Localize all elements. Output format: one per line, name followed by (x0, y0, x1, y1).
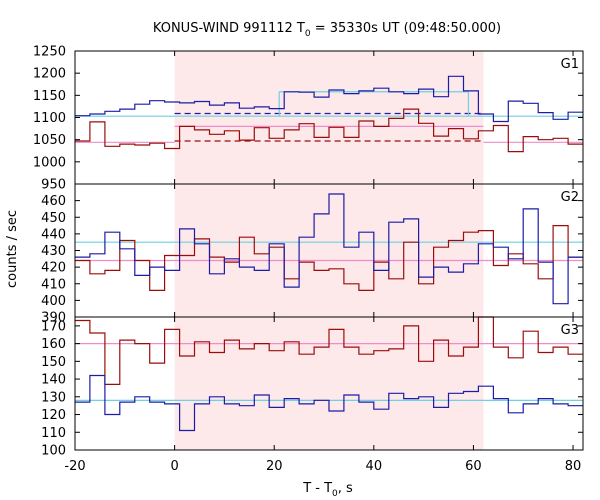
panel-g3-blue-series (75, 374, 583, 432)
panel-g1-red-series (75, 108, 583, 153)
panel-g1-label: G1 (561, 57, 579, 72)
panel-g1-ytick-label-5: 1200 (33, 67, 66, 82)
xtick-label-5: 80 (565, 459, 582, 474)
panel-g3-label: G3 (561, 323, 579, 338)
panel-g1-ytick-label-0: 950 (41, 178, 66, 193)
shaded-interval-layer (174, 51, 484, 450)
panel-g3-frame (74, 316, 584, 451)
panel-g2-ytick-label-2: 410 (41, 277, 66, 292)
xtick-label-2: 20 (266, 459, 283, 474)
panel-g1-ytick-label-2: 1050 (33, 133, 66, 148)
panel-g3-ytick-label-7: 170 (41, 319, 66, 334)
panel-g2-ytick-label-7: 460 (41, 194, 66, 209)
chart-title: KONUS-WIND 991112 T0 = 35330s UT (09:48:… (153, 21, 501, 39)
panel-g3-ytick-label-6: 160 (41, 337, 66, 352)
panel-g3-red-series (75, 316, 583, 385)
panel-g3-ytick-label-2: 120 (41, 408, 66, 423)
panel-g1-ytick-label-4: 1150 (33, 89, 66, 104)
panel-g3-ytick-label-3: 130 (41, 390, 66, 405)
panel-g2-ytick-label-5: 440 (41, 227, 66, 242)
panel-g1-blue-series (75, 75, 583, 123)
xtick-label-4: 60 (465, 459, 482, 474)
panel-g2-ytick-label-3: 420 (41, 261, 66, 276)
panel-g1-ytick-label-6: 1250 (33, 45, 66, 60)
ticks-layer: 950100010501100115012001250G139040041042… (33, 45, 583, 474)
panel-g3-ytick-label-4: 140 (41, 373, 66, 388)
panel-g2-blue-series (75, 193, 583, 305)
panel-g1-ytick-label-1: 1000 (33, 155, 66, 170)
xtick-label-3: 40 (366, 459, 383, 474)
panel-g2-red-series (75, 225, 583, 291)
panel-g2-label: G2 (561, 190, 579, 205)
panel-g2-ytick-label-6: 450 (41, 211, 66, 226)
series-layer (75, 75, 583, 432)
y-axis-label: counts / sec (5, 210, 20, 288)
panel-g3-ytick-label-5: 150 (41, 355, 66, 370)
panel-g3-ytick-label-0: 100 (41, 444, 66, 459)
panel-g2-ytick-label-1: 400 (41, 294, 66, 309)
panel-g3-ytick-label-1: 110 (41, 426, 66, 441)
x-axis-label: T - T0, s (302, 481, 353, 499)
xtick-label-0: -20 (64, 459, 85, 474)
panel-g1-shaded-interval (174, 51, 484, 184)
panel-g1-ytick-label-3: 1100 (33, 111, 66, 126)
background-levels-layer (75, 91, 583, 401)
xtick-label-1: 0 (170, 459, 178, 474)
panel-g2-ytick-label-0: 390 (41, 311, 66, 326)
panel-g2-ytick-label-4: 430 (41, 244, 66, 259)
